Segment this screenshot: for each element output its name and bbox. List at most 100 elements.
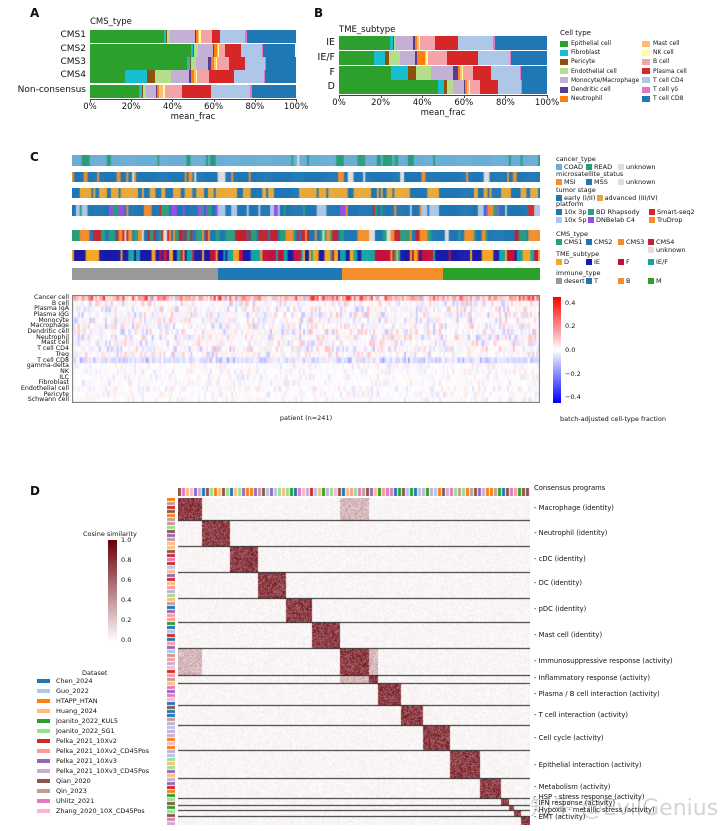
legend-label: Neutrophil: [571, 95, 603, 103]
colorbar-tick-label: −0.2: [565, 369, 581, 378]
bar-segment-nk-cell: [461, 66, 464, 80]
heatmap-row-label: Plasma IgG: [33, 311, 69, 319]
annotation-legend-item: unknown: [648, 246, 691, 254]
bar-segment-monocyte-macrophage: [170, 30, 196, 43]
bar-segment-dendritic-cell: [453, 66, 458, 80]
bar-segment-monocyte-macrophage: [198, 44, 213, 57]
bar-segment-pericyte: [166, 30, 168, 43]
annotation-track-tumor-stage: [72, 188, 540, 198]
dataset-top-strip: [178, 488, 530, 496]
bar-segment-epithelial-cell: [339, 66, 392, 80]
bar-segment-t-cell-: [264, 70, 266, 83]
annotation-track-platform: [72, 205, 540, 216]
annotation-legend-swatch: [648, 247, 654, 253]
cell-type-legend-title: Cell type: [560, 29, 591, 37]
bar-segment-pericyte: [393, 36, 395, 50]
legend-swatch: [642, 77, 650, 84]
colorbar-c: [553, 297, 561, 403]
legend-item: NK cell: [642, 49, 674, 56]
bar-segment-dendritic-cell: [212, 44, 214, 57]
legend-swatch: [642, 95, 650, 102]
legend-label: Dendritic cell: [571, 86, 611, 93]
dataset-label: Qin_2023: [56, 787, 87, 795]
bar-segment-endothelial-cell: [394, 36, 396, 50]
x-tick-label: 80%: [495, 98, 515, 108]
bar-segment-b-cell: [216, 57, 230, 70]
bar-segment-mast-cell: [417, 36, 420, 50]
panel-b-letter: B: [314, 6, 324, 20]
x-tick-mark: [505, 95, 507, 98]
legend-label: Epithelial cell: [571, 40, 612, 47]
bar-segment-epithelial-cell: [339, 80, 439, 94]
annotation-legend-swatch: [618, 278, 624, 284]
annotation-legend-item: 10x 3p: [556, 208, 591, 216]
legend-label: NK cell: [653, 49, 674, 57]
bar-segment-mast-cell: [194, 70, 197, 83]
legend-swatch: [560, 49, 568, 56]
bar-segment-monocyte-macrophage: [430, 66, 454, 80]
legend-swatch: [642, 86, 650, 93]
dataset-swatch: [37, 779, 50, 783]
bar-segment-t-cell-cd4: [244, 57, 266, 70]
bar-segment-monocyte-macrophage: [400, 51, 416, 65]
bar-segment-t-cell-: [244, 30, 247, 43]
x-tick-label: 20%: [371, 98, 391, 108]
bar-segment-mast-cell: [159, 85, 164, 98]
bar-segment-pericyte: [193, 44, 195, 57]
annotation-legend-label: T: [594, 277, 598, 285]
bar-segment-fibroblast: [391, 66, 408, 80]
annotation-legend-item: desert: [556, 277, 590, 285]
annotation-legend-swatch: [648, 259, 654, 265]
dataset-label: Pelka_2021_10Xv3_CD45Pos: [56, 767, 149, 775]
heatmap-row-label: Neutrophil: [36, 333, 69, 341]
annotation-legend-label: unknown: [626, 163, 656, 171]
bar-segment-mast-cell: [466, 80, 470, 94]
dataset-label: Guo_2022: [56, 687, 89, 695]
legend-label: T cell CD8: [653, 95, 684, 103]
annotation-legend-label: CMS2: [594, 238, 613, 246]
heatmap-row-label: Macrophage: [30, 322, 69, 330]
annotation-legend-item: advanced (III/IV): [596, 194, 663, 202]
bar-segment-monocyte-macrophage: [395, 36, 414, 50]
bar-category-label: D: [327, 80, 335, 92]
bar-segment-fibroblast: [186, 57, 191, 70]
bar-segment-pericyte: [189, 57, 192, 70]
colorbar-d-tick-label: 0.4: [121, 596, 132, 604]
annotation-legend-title: platform: [556, 200, 584, 208]
dataset-swatch: [37, 739, 50, 743]
annotation-legend-swatch: [648, 278, 654, 284]
bar-segment-epithelial-cell: [90, 85, 140, 98]
bar-segment-neutrophil: [414, 36, 418, 50]
dataset-swatch: [37, 759, 50, 763]
annotation-legend-swatch: [556, 239, 562, 245]
annotation-legend-label: TruDrop: [657, 216, 683, 224]
annotation-legend-item: DNBelab C4: [588, 216, 640, 224]
bar-segment-fibroblast: [389, 36, 394, 50]
bar-segment-nk-cell: [469, 80, 471, 94]
bar-segment-dendritic-cell: [208, 57, 211, 70]
bar-segment-nk-cell: [419, 36, 421, 50]
colorbar-tick-label: 0.4: [565, 298, 576, 307]
legend-item: Fibroblast: [560, 49, 600, 56]
bar-segment-fibroblast: [164, 30, 167, 43]
heatmap-row-label: NK: [60, 367, 69, 375]
bar-segment-mast-cell: [213, 57, 216, 70]
annotation-legend-label: D: [564, 258, 570, 266]
bar-segment-neutrophil: [417, 51, 426, 65]
bar-segment-neutrophil: [190, 70, 195, 83]
bar-category-label: CMS1: [60, 30, 87, 41]
program-label: - pDC (identity): [534, 605, 587, 613]
bar-category-label: IE/F: [317, 51, 335, 63]
legend-swatch: [642, 49, 650, 56]
bar-segment-endothelial-cell: [190, 57, 197, 70]
annotation-legend-item: B: [618, 277, 635, 285]
bar-segment-endothelial-cell: [154, 70, 172, 83]
annotation-legend-title: tumor stage: [556, 186, 596, 194]
annotation-track-tme-subtype: [72, 250, 540, 261]
bar-segment-fibroblast: [437, 80, 445, 94]
bar-segment-t-cell-cd4: [498, 80, 522, 94]
annotation-legend-swatch: [648, 239, 654, 245]
bar-segment-neutrophil: [196, 30, 199, 43]
annotation-legend-label: BD Rhapsody: [596, 208, 640, 216]
annotation-legend-label: CMS4: [656, 238, 675, 246]
